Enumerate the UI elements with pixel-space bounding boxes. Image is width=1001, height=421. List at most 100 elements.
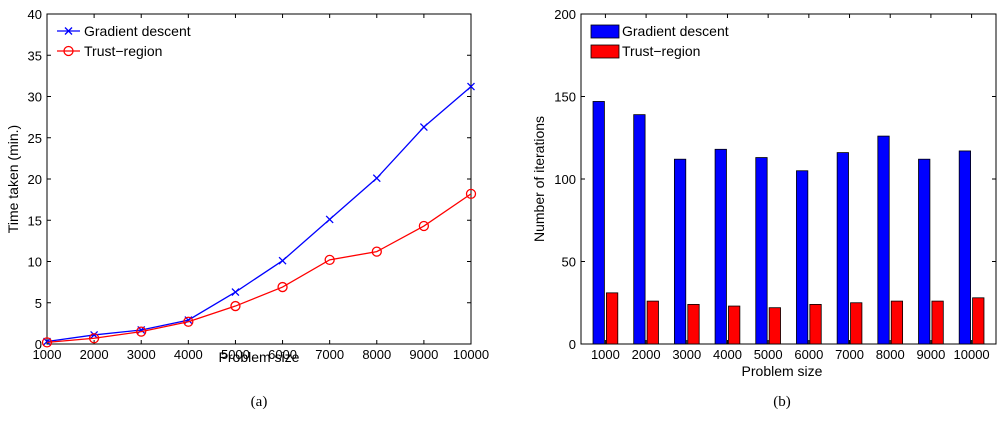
data-point-x-marker (278, 256, 287, 265)
marker-stroke (278, 256, 287, 265)
y-tick-label: 100 (554, 172, 576, 187)
x-tick-label: 6000 (268, 347, 297, 362)
y-tick-label: 150 (554, 90, 576, 105)
data-point-x-marker (43, 337, 51, 346)
bar-trust-region (687, 303, 700, 345)
data-point-circle-marker (230, 300, 241, 312)
bar-gradient-descent (796, 170, 809, 345)
marker-stroke (419, 123, 428, 131)
x-ticks-a: 1000 2000 3000 4000 5000 6000 7000 8000 9000 1000… (33, 14, 489, 362)
y-tick-label: 200 (554, 7, 576, 22)
legend-swatch (590, 44, 620, 59)
series-line-gradient-descent (46, 86, 472, 343)
data-point-x-marker (467, 82, 475, 91)
x-tick-label: 9000 (409, 347, 438, 362)
y-tick-label: 5 (35, 296, 42, 311)
data-point-circle-marker (88, 333, 100, 344)
bar-trust-region (931, 300, 944, 345)
bar-gradient-descent (714, 148, 727, 345)
marker-stroke (231, 288, 240, 296)
bar-gradient-descent (958, 150, 971, 345)
marker-stroke (372, 174, 381, 183)
legend-label: Gradient descent (84, 23, 191, 39)
data-point-x-marker (419, 123, 428, 131)
x-ticks-b: 1000 2000 3000 4000 5000 6000 7000 8000 9000 1000… (591, 14, 990, 362)
caption-a: (a) (251, 394, 268, 410)
data-point-circle-marker (324, 254, 335, 266)
y-ticks-a: 0 5 10 15 20 25 30 35 40 (28, 7, 471, 352)
bar-trust-region (972, 297, 985, 345)
x-tick-label: 2000 (632, 347, 661, 362)
legend-swatch (590, 24, 620, 39)
x-axis-label-a: Problem size (219, 349, 300, 365)
plot-area-a (46, 13, 472, 345)
bar-trust-region (728, 305, 741, 345)
chart-b: 0 50 100 150 200 1000 2000 3000 4000 5000 6000 700… (531, 7, 997, 410)
x-axis-label-b: Problem size (742, 363, 823, 379)
y-tick-label: 50 (562, 255, 576, 270)
bar-gradient-descent (836, 152, 849, 345)
x-tick-label: 7000 (835, 347, 864, 362)
legend-x-marker (64, 27, 73, 35)
x-tick-label: 6000 (794, 347, 823, 362)
y-tick-label: 25 (28, 131, 42, 146)
legend-a: Gradient descent Trust−region (51, 18, 219, 59)
marker-stroke (43, 337, 51, 346)
y-tick-label: 35 (28, 48, 42, 63)
data-point-circle-marker (418, 220, 430, 232)
x-tick-label: 5000 (754, 347, 783, 362)
bar-trust-region (606, 292, 619, 345)
series-a (41, 82, 477, 348)
x-tick-label: 8000 (362, 347, 391, 362)
y-ticks-b: 0 50 100 150 200 (554, 7, 996, 352)
legend-circle-marker (63, 45, 74, 57)
x-tick-label: 3000 (127, 347, 156, 362)
marker-stroke (90, 330, 99, 339)
data-point-x-marker (372, 174, 381, 183)
data-point-circle-marker (465, 188, 477, 200)
data-point-circle-marker (277, 281, 288, 293)
bar-trust-region (890, 300, 904, 345)
y-tick-label: 0 (569, 337, 576, 352)
bar-gradient-descent (918, 158, 931, 345)
x-tick-label: 4000 (713, 347, 742, 362)
data-point-x-marker (325, 215, 334, 224)
chart-a: 0 5 10 15 20 25 30 35 40 1000 2000 3000 4000 5000 600… (5, 7, 489, 410)
data-point-circle-marker (371, 246, 382, 257)
bar-trust-region (768, 307, 781, 345)
x-tick-label: 5000 (221, 347, 250, 362)
y-tick-label: 20 (28, 172, 42, 187)
legend-label: Trust−region (622, 43, 700, 59)
x-tick-label: 4000 (174, 347, 203, 362)
y-axis-label-a: Time taken (min.) (5, 125, 21, 233)
data-point-circle-marker (183, 316, 194, 327)
marker-stroke (467, 82, 475, 91)
x-tick-label: 3000 (672, 347, 701, 362)
series-line-trust-region (46, 193, 472, 343)
y-tick-label: 15 (28, 213, 42, 228)
x-tick-label: 1000 (33, 347, 62, 362)
y-tick-label: 0 (35, 337, 42, 352)
marker-stroke (325, 215, 334, 224)
x-tick-label: 1000 (591, 347, 620, 362)
legend-label: Gradient descent (622, 23, 729, 39)
bars-b (592, 101, 985, 345)
bar-gradient-descent (755, 157, 768, 345)
x-tick-label: 10000 (453, 347, 489, 362)
bar-trust-region (809, 303, 822, 345)
bar-trust-region (646, 300, 659, 345)
marker-stroke (64, 27, 73, 35)
x-tick-label: 10000 (954, 347, 990, 362)
x-tick-label: 7000 (315, 347, 344, 362)
legend-label: Trust−region (84, 43, 162, 59)
x-tick-label: 9000 (916, 347, 945, 362)
x-tick-label: 8000 (876, 347, 905, 362)
y-tick-label: 30 (28, 90, 42, 105)
caption-b: (b) (773, 394, 791, 410)
data-point-x-marker (231, 288, 240, 296)
bar-trust-region (850, 302, 863, 345)
y-tick-label: 10 (28, 255, 42, 270)
legend-b: Gradient descent Trust−region (585, 18, 755, 59)
bar-gradient-descent (877, 135, 890, 345)
